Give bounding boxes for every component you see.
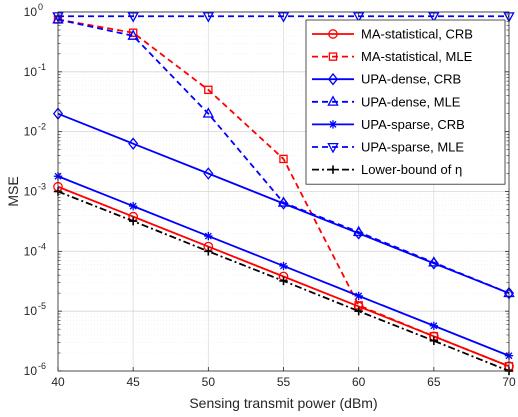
legend-item: Lower-bound of η <box>312 162 462 177</box>
y-tick-exponent: -3 <box>38 182 46 192</box>
legend-item: UPA-sparse, MLE <box>312 140 464 155</box>
data-point-plus <box>328 165 338 174</box>
series-3 <box>52 13 515 298</box>
y-tick-label: 10 <box>24 244 38 258</box>
legend-label: UPA-sparse, CRB <box>361 117 465 132</box>
legend-item: UPA-dense, CRB <box>312 72 461 87</box>
y-tick-label: 10 <box>24 5 38 19</box>
y-tick-label: 10 <box>24 125 38 139</box>
y-tick-exponent: 0 <box>38 2 43 12</box>
y-tick-label: 10 <box>24 304 38 318</box>
data-point-triangle-up <box>127 29 139 40</box>
series-line <box>57 18 510 294</box>
data-point-star <box>279 261 288 271</box>
data-point-square <box>204 85 213 95</box>
series-5 <box>52 12 515 23</box>
data-point-plus <box>429 336 439 345</box>
y-tick-label: 10 <box>24 65 38 79</box>
data-point-plus <box>128 216 138 226</box>
legend-label: UPA-sparse, MLE <box>361 140 464 155</box>
data-point-star <box>204 231 213 241</box>
legend-item: UPA-dense, MLE <box>312 94 461 109</box>
data-point-triangle-up <box>352 225 365 237</box>
x-axis-label: Sensing transmit power (dBm) <box>189 395 377 411</box>
legend-item: UPA-sparse, CRB <box>312 117 465 132</box>
data-point-triangle-up <box>428 256 440 267</box>
legend: MA-statistical, CRB MA-statistical, MLE UP… <box>305 19 506 185</box>
data-point-diamond <box>203 167 214 180</box>
data-point-diamond <box>128 137 139 150</box>
data-point-square <box>128 28 138 37</box>
y-axis-label: MSE <box>5 176 21 206</box>
series-line <box>57 185 510 368</box>
data-point-circle <box>328 29 338 39</box>
data-point-plus <box>204 247 213 256</box>
data-point-triangle-up <box>277 196 290 207</box>
data-point-triangle-down <box>327 142 339 154</box>
data-point-star <box>354 291 363 301</box>
y-tick-exponent: -2 <box>38 122 46 132</box>
data-point-star <box>328 120 338 129</box>
data-point-star <box>429 321 439 330</box>
y-tick-exponent: -5 <box>38 301 46 311</box>
x-tick-label: 55 <box>277 375 291 389</box>
legend-label: MA-statistical, CRB <box>361 27 473 42</box>
axis-ticks: 40 45 50 55 60 65 7010-610-510-410-310-210-110… <box>24 2 516 389</box>
x-tick-label: 65 <box>427 375 441 389</box>
data-point-triangle-up <box>202 107 215 118</box>
legend-item: MA-statistical, MLE <box>312 49 473 64</box>
series-line <box>57 18 510 368</box>
legend-label: Lower-bound of η <box>361 162 462 177</box>
y-tick-label: 10 <box>24 364 38 378</box>
series-layer <box>52 12 515 376</box>
data-point-triangle-up <box>327 95 339 106</box>
y-tick-label: 10 <box>24 185 38 199</box>
y-tick-exponent: -4 <box>38 241 46 251</box>
y-tick-exponent: -1 <box>38 62 46 72</box>
y-tick-exponent: -6 <box>38 361 46 371</box>
data-point-plus <box>354 306 363 316</box>
series-6 <box>53 187 514 376</box>
data-point-diamond <box>327 72 339 86</box>
legend-item: MA-statistical, CRB <box>312 27 473 42</box>
x-tick-label: 40 <box>51 375 65 389</box>
data-point-square <box>279 154 288 164</box>
x-tick-label: 70 <box>502 375 516 389</box>
data-point-plus <box>279 276 288 286</box>
x-tick-label: 45 <box>126 375 140 389</box>
x-tick-label: 50 <box>202 375 216 389</box>
legend-label: MA-statistical, MLE <box>361 49 473 64</box>
data-point-square <box>328 52 338 61</box>
legend-box <box>305 19 506 185</box>
legend-label: UPA-dense, MLE <box>361 94 461 109</box>
data-point-star <box>128 201 138 211</box>
x-tick-label: 60 <box>352 375 366 389</box>
legend-label: UPA-dense, CRB <box>361 72 461 87</box>
